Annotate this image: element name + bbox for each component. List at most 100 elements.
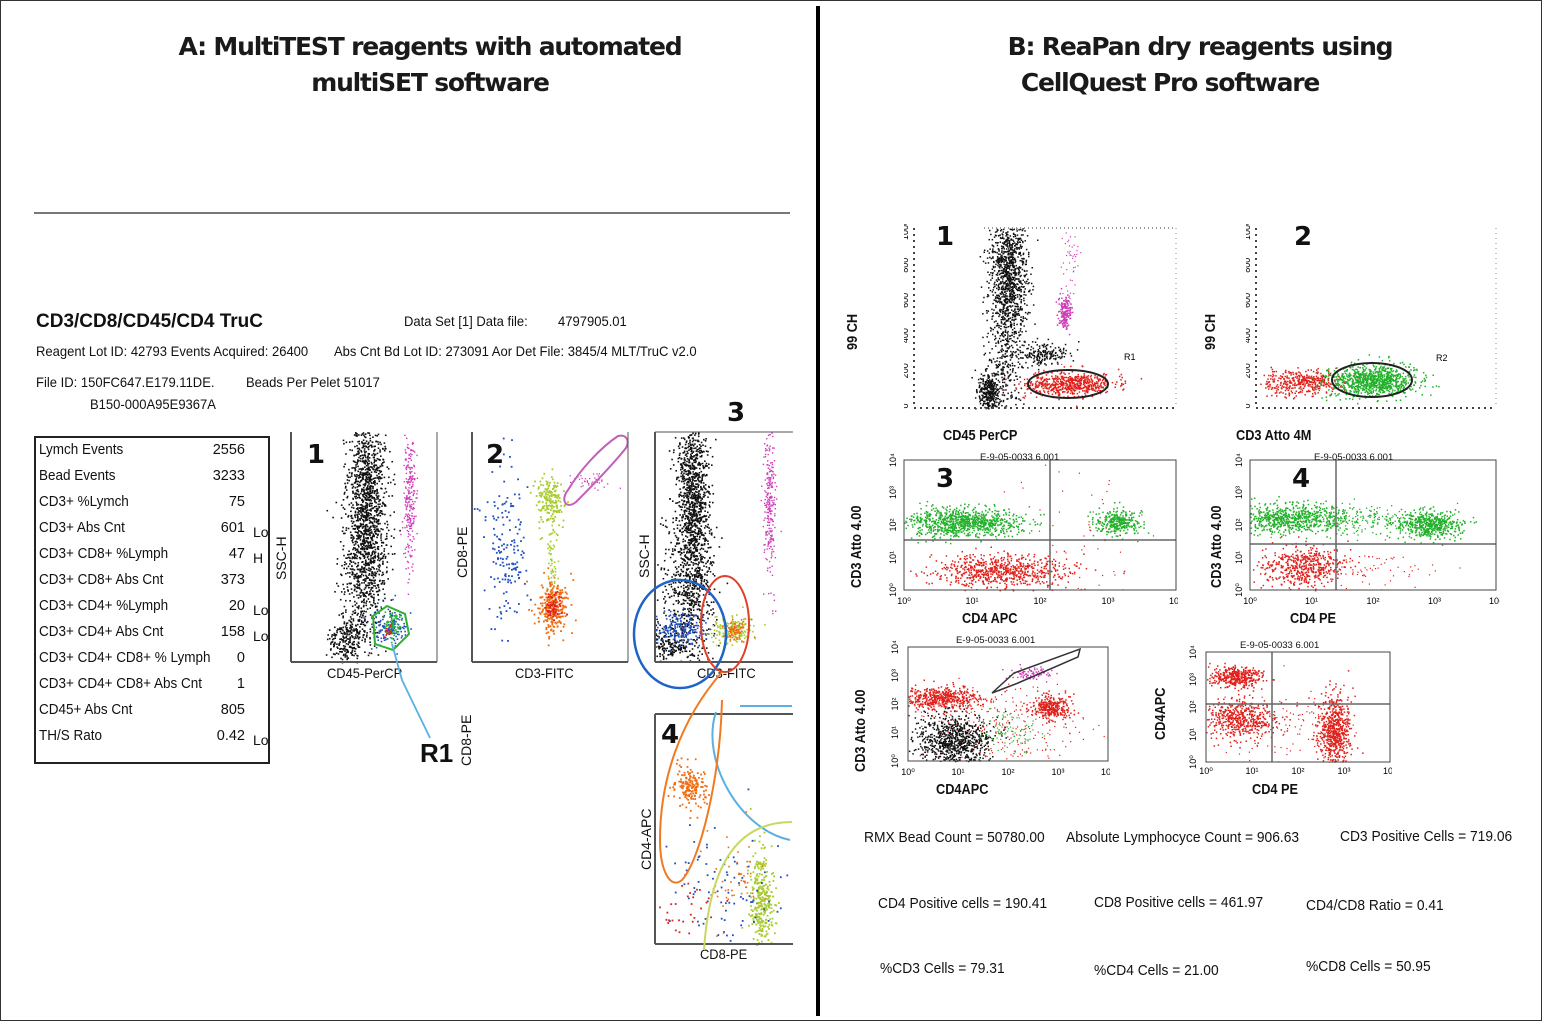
events-red: [914, 677, 1105, 761]
x-tick-label: 10⁴: [1169, 413, 1183, 414]
events-red: [1206, 684, 1291, 749]
y-tick-label: 10²: [1188, 700, 1198, 713]
plot-b3-number: 3: [936, 464, 955, 494]
stat-value: 2556: [212, 442, 245, 458]
report-title: CD3/CD8/CD45/CD4 TruC: [36, 311, 263, 332]
gate-cd8pe-label: CD8-PE: [458, 714, 474, 766]
plot-b1: R1 1000 800 600 400 200 0 10⁰ 10¹ 10² 10³ 10⁴ 1: [904, 222, 1184, 414]
plot-b5: 10⁰ 10¹ 10² 10³ 10⁴ 10⁰ 10¹ 10² 10³ 10⁴ E-9-05-00…: [884, 633, 1110, 781]
y-tick-label: 0: [1246, 403, 1252, 408]
x-tick-label: 10²: [1001, 767, 1014, 777]
plot-b5-xlabel: CD4APC: [936, 781, 989, 798]
stat-label: CD3+ CD4+ Abs Cnt: [39, 624, 164, 640]
plot-b6-file: E-9-05-0033 6.001: [1240, 640, 1320, 651]
plot-a4: 4: [653, 712, 793, 946]
y-tick-label: 10³: [890, 669, 900, 682]
y-tick-label: 200: [1246, 363, 1252, 378]
y-tick-label: 10⁰: [1188, 755, 1198, 769]
events-red: [1003, 464, 1155, 591]
plot-b5-canvas: 10⁰ 10¹ 10² 10³ 10⁴ 10⁰ 10¹ 10² 10³ 10⁴: [890, 640, 1110, 777]
plot-b2-ylabel: 99 CH: [1202, 313, 1219, 350]
stat-label: Lymch Events: [39, 442, 124, 458]
stat-value: 1: [236, 676, 245, 692]
events-red: [544, 590, 568, 621]
result-cd8-positive: CD8 Positive cells = 461.97: [1094, 894, 1264, 911]
x-tick-label: 10¹: [951, 767, 964, 777]
y-tick-label: 10³: [888, 486, 898, 499]
panel-a-rule: [34, 212, 790, 214]
y-tick-label: 10¹: [1234, 551, 1244, 564]
x-tick-label: 10⁴: [1383, 766, 1392, 776]
plot-a3-xlabel: CD3-FITC: [697, 665, 756, 681]
stat-value: 158: [220, 624, 245, 640]
events-orange: [526, 567, 577, 647]
events-orange: [667, 757, 710, 819]
region-label: R1: [1124, 352, 1136, 362]
stats-row: CD3+ Abs Cnt 601 Lo: [39, 520, 269, 542]
y-tick-label: 10⁰: [1234, 583, 1244, 597]
y-tick-label: 1000: [904, 224, 910, 240]
gate-r2-ellipse: [1331, 362, 1413, 398]
result-pct-cd4: %CD4 Cells = 21.00: [1094, 962, 1219, 979]
plot-b3: 10⁰ 10¹ 10² 10³ 10⁴ 10⁰ 10¹ 10² 10³ 10⁴ 3 E-9-05-…: [882, 450, 1178, 610]
plot-b2: R2 1000 800 600 400 200 0 10⁰ 10¹ 10² 10³ 10⁴ 2: [1246, 222, 1500, 414]
plot-b6-canvas: 10⁰ 10¹ 10² 10³ 10⁴ 10⁰ 10¹ 10² 10³ 10⁴: [1188, 645, 1392, 776]
stat-value: 47: [228, 546, 245, 562]
y-tick-label: 10¹: [1188, 728, 1198, 741]
y-tick-label: 200: [904, 363, 910, 378]
plot-a2-xlabel: CD3-FITC: [515, 665, 574, 681]
x-tick-label: 10¹: [973, 413, 986, 414]
y-tick-label: 0: [904, 403, 910, 408]
gate-r1-ellipse: [1027, 369, 1109, 399]
beads-per-pellet: Beads Per Pelet 51017: [246, 374, 380, 390]
plot-a2-canvas: [471, 432, 629, 663]
stats-table: Lymch Events 2556 Bead Events 3233 CD3+ %Lym…: [34, 436, 270, 764]
events-magenta: [760, 432, 782, 615]
stats-row: CD3+ CD8+ Abs Cnt 373: [39, 572, 269, 594]
events-green: [382, 611, 403, 644]
plot-a4-xlabel: CD8-PE: [700, 946, 748, 962]
plot-a3-ylabel: SSC-H: [636, 534, 652, 578]
events-green: [1087, 501, 1150, 541]
events-red: [910, 546, 1126, 592]
stats-row: CD3+ CD8+ %Lymph 47 H: [39, 546, 269, 568]
stat-label: Bead Events: [39, 468, 116, 484]
plot-b4-ylabel: CD3 Atto 4.00: [1208, 505, 1225, 588]
plot-border: [1205, 651, 1391, 763]
stat-value: 20: [228, 598, 245, 614]
plot-border: [907, 646, 1109, 762]
result-abs-lymph-count: Absolute Lymphocyce Count = 906.63: [1066, 829, 1300, 846]
stat-value: 805: [220, 702, 245, 718]
plot-b4-number: 4: [1292, 464, 1311, 494]
plot-a1-xlabel: CD45-PerCP: [327, 665, 403, 681]
events-red: [1207, 662, 1275, 690]
y-tick-label: 10³: [1234, 486, 1244, 499]
x-tick-label: 10⁰: [1199, 766, 1213, 776]
y-tick-label: 10²: [888, 518, 898, 531]
events-red: [659, 874, 729, 935]
plot-b2-xlabel: CD3 Atto 4M: [1236, 427, 1312, 444]
x-tick-label: 10³: [1051, 767, 1064, 777]
x-tick-label: 10³: [1101, 596, 1114, 606]
stat-label: CD3+ %Lymch: [39, 494, 129, 510]
plot-a1-number: 1: [307, 440, 326, 470]
file-id: File ID: 150FC647.E179.11DE.: [36, 374, 215, 390]
plot-b2-canvas: R2 1000 800 600 400 200 0 10⁰ 10¹ 10² 10³ 10⁴: [1246, 224, 1500, 414]
stat-label: CD3+ CD4+ CD8+ Abs Cnt: [39, 676, 203, 692]
events-black: [1003, 337, 1080, 371]
y-tick-label: 10⁴: [890, 640, 900, 654]
events-red: [1003, 365, 1143, 407]
x-tick-label: 10¹: [1245, 766, 1258, 776]
data-file: 4797905.01: [558, 313, 627, 329]
x-tick-label: 10⁴: [1169, 596, 1178, 606]
events-green: [1374, 506, 1477, 546]
stats-row: TH/S Rato 0.42 Lo: [39, 728, 269, 750]
x-tick-label: 10⁰: [907, 413, 921, 414]
stat-label: TH/S Rato: [39, 728, 102, 744]
x-tick-label: 10¹: [1309, 413, 1322, 414]
y-tick-label: 10⁴: [1188, 645, 1198, 659]
events-magenta: [400, 434, 419, 595]
stat-value: 373: [220, 572, 245, 588]
stat-label: CD3+ CD8+ Abs Cnt: [39, 572, 164, 588]
y-tick-label: 800: [904, 258, 910, 273]
